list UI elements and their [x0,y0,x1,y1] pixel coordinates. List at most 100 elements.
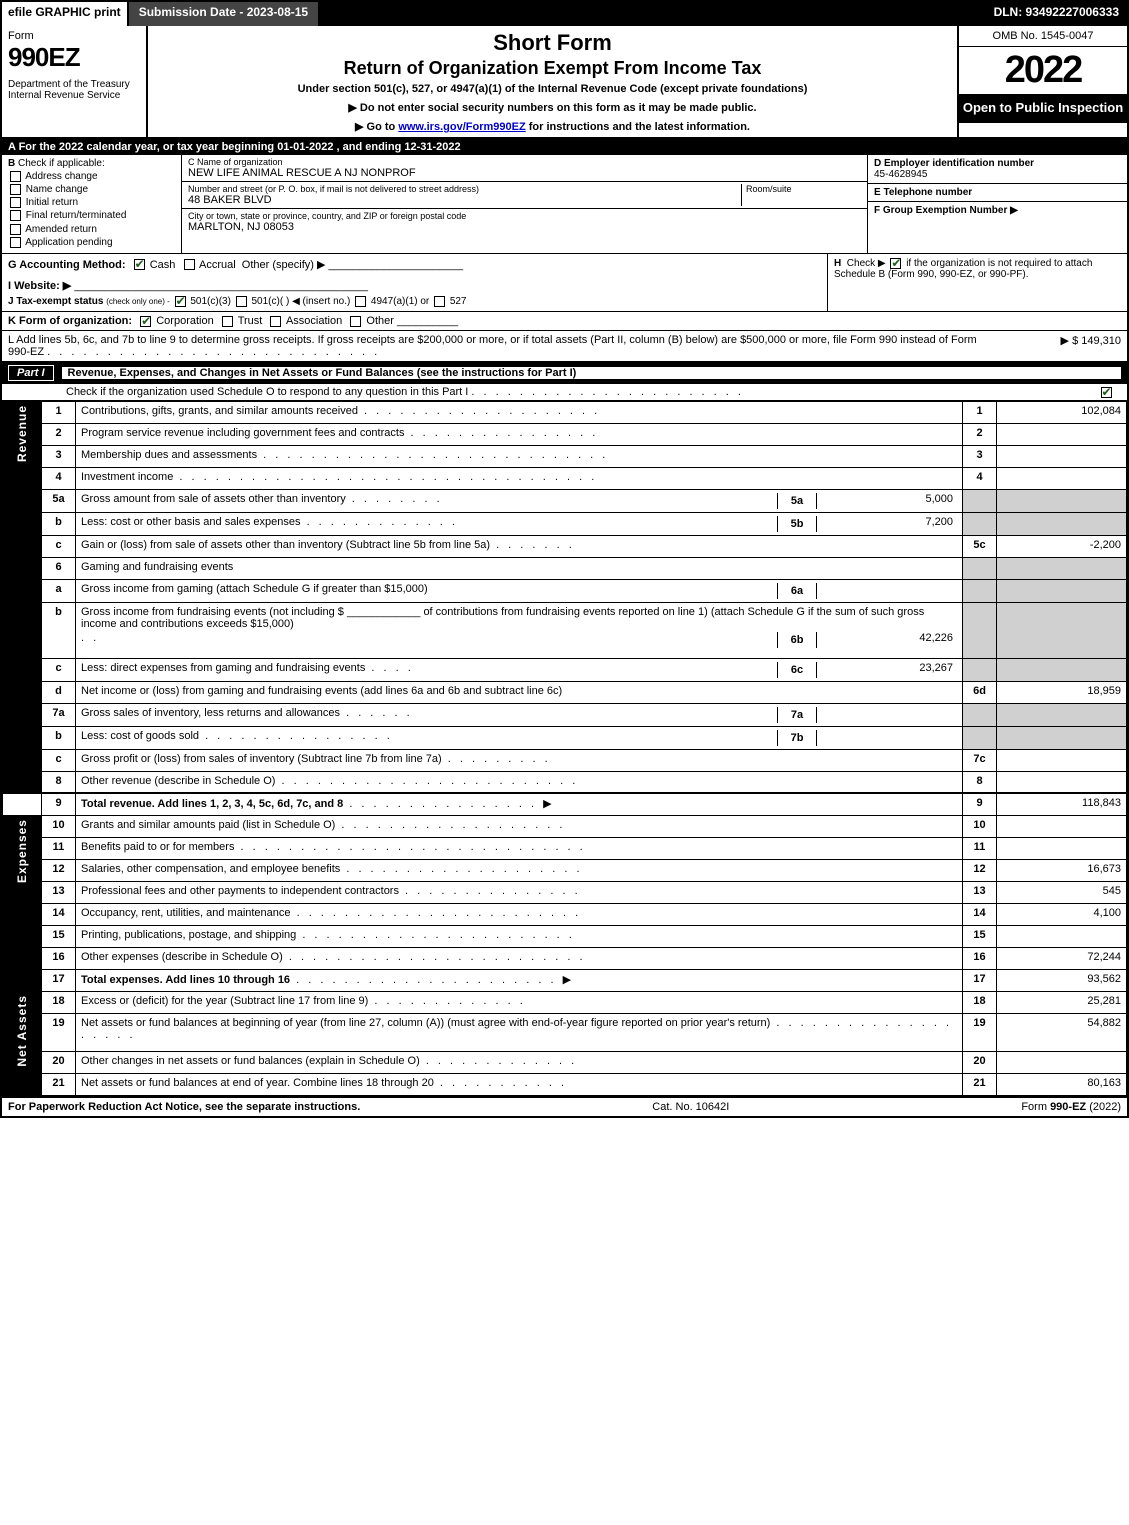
schedo-check-row: Check if the organization used Schedule … [2,384,1127,401]
ein-label: D Employer identification number [874,158,1121,169]
l-amt: ▶ $ 149,310 [991,334,1121,358]
chk-501c[interactable] [236,296,247,307]
table-row: 15 Printing, publications, postage, and … [3,925,1127,947]
ein-row: D Employer identification number 45-4628… [868,155,1127,184]
phone-label: E Telephone number [874,187,1121,198]
row-g-h: G Accounting Method: Cash Accrual Other … [2,254,1127,312]
city-val: MARLTON, NJ 08053 [188,221,466,233]
i-label: I Website: ▶ [8,280,71,292]
g-accounting: G Accounting Method: Cash Accrual Other … [2,254,827,311]
amt-16: 72,244 [997,947,1127,969]
amt-2 [997,423,1127,445]
side-netassets: Net Assets [3,991,42,1095]
amt-10 [997,815,1127,837]
row-a: A For the 2022 calendar year, or tax yea… [2,139,1127,155]
instr-2-post: for instructions and the latest informat… [526,121,750,133]
addr-val: 48 BAKER BLVD [188,194,741,206]
amt-6c: 23,267 [817,662,957,678]
col-c: C Name of organization NEW LIFE ANIMAL R… [182,155,867,253]
chk-assoc[interactable] [270,316,281,327]
g-label: G Accounting Method: [8,259,126,271]
tax-year: 2022 [959,47,1127,94]
amt-20 [997,1051,1127,1073]
chk-no-schedule-b[interactable] [890,258,901,269]
chk-trust[interactable] [222,316,233,327]
amt-19: 54,882 [997,1013,1127,1051]
header-mid: Short Form Return of Organization Exempt… [148,26,957,137]
footer-center: Cat. No. 10642I [652,1101,729,1113]
group-row: F Group Exemption Number ▶ [868,202,1127,253]
efile-print-label[interactable]: efile GRAPHIC print [2,2,127,26]
chk-schedo[interactable] [1101,387,1112,398]
irs-link[interactable]: www.irs.gov/Form990EZ [398,121,525,133]
table-row: Expenses 10 Grants and similar amounts p… [3,815,1127,837]
omb-number: OMB No. 1545-0047 [959,26,1127,47]
b-label: B [8,158,15,169]
table-row: Net Assets 18 Excess or (deficit) for th… [3,991,1127,1013]
city-row: City or town, state or province, country… [182,209,867,235]
amt-6d: 18,959 [997,681,1127,703]
org-name-label: C Name of organization [188,157,416,167]
top-bar: efile GRAPHIC print Submission Date - 20… [2,2,1127,26]
form-header: Form 990EZ Department of the Treasury In… [2,26,1127,139]
amt-4 [997,467,1127,489]
table-row: a Gross income from gaming (attach Sched… [3,579,1127,602]
ein-val: 45-4628945 [874,169,1121,180]
table-row: Revenue 1 Contributions, gifts, grants, … [3,401,1127,423]
chk-501c3[interactable] [175,296,186,307]
amt-15 [997,925,1127,947]
h-schedule-b: H Check ▶ if the organization is not req… [827,254,1127,311]
chk-4947[interactable] [355,296,366,307]
table-row: 13 Professional fees and other payments … [3,881,1127,903]
table-row: c Gross profit or (loss) from sales of i… [3,749,1127,771]
chk-527[interactable] [434,296,445,307]
table-row: c Less: direct expenses from gaming and … [3,658,1127,681]
row-k: K Form of organization: Corporation Trus… [2,312,1127,331]
dln-label: DLN: 93492227006333 [986,2,1127,26]
chk-corp[interactable] [140,316,151,327]
chk-initial-return[interactable]: Initial return [8,197,175,208]
amt-5a: 5,000 [817,493,957,509]
amt-7a [817,707,957,723]
addr-row: Number and street (or P. O. box, if mail… [182,182,867,209]
table-row: 12 Salaries, other compensation, and emp… [3,859,1127,881]
header-left: Form 990EZ Department of the Treasury In… [2,26,148,137]
table-row: 21 Net assets or fund balances at end of… [3,1073,1127,1095]
footer-left: For Paperwork Reduction Act Notice, see … [8,1101,360,1113]
chk-other-org[interactable] [350,316,361,327]
j-label: J Tax-exempt status [8,296,103,307]
part-i-header: Part I Revenue, Expenses, and Changes in… [2,362,1127,384]
side-expenses: Expenses [3,815,42,991]
chk-address-change[interactable]: Address change [8,171,175,182]
amt-9: 118,843 [997,793,1127,815]
amt-6b: 42,226 [817,632,957,648]
page-footer: For Paperwork Reduction Act Notice, see … [2,1096,1127,1116]
table-row: c Gain or (loss) from sale of assets oth… [3,535,1127,557]
table-row: 4 Investment income . . . . . . . . . . … [3,467,1127,489]
table-row: d Net income or (loss) from gaming and f… [3,681,1127,703]
col-d-e-f: D Employer identification number 45-4628… [867,155,1127,253]
table-row: 11 Benefits paid to or for members . . .… [3,837,1127,859]
table-row: 5a Gross amount from sale of assets othe… [3,489,1127,512]
chk-cash[interactable] [134,259,145,270]
schedo-text: Check if the organization used Schedule … [66,386,1091,398]
chk-name-change[interactable]: Name change [8,184,175,195]
table-row: 19 Net assets or fund balances at beginn… [3,1013,1127,1051]
amt-7b [817,730,957,746]
amt-14: 4,100 [997,903,1127,925]
chk-accrual[interactable] [184,259,195,270]
section-b-thru-f: B Check if applicable: Address change Na… [2,155,1127,254]
b-desc: Check if applicable: [18,158,105,169]
chk-pending[interactable]: Application pending [8,237,175,248]
instr-2-pre: ▶ Go to [355,121,398,133]
phone-row: E Telephone number [868,184,1127,202]
room-label: Room/suite [746,184,861,194]
amt-17: 93,562 [997,969,1127,991]
instr-1: ▶ Do not enter social security numbers o… [154,101,951,114]
table-row: 6 Gaming and fundraising events [3,557,1127,579]
amt-13: 545 [997,881,1127,903]
amt-5b: 7,200 [817,516,957,532]
chk-final-return[interactable]: Final return/terminated [8,210,175,221]
table-row: 9 Total revenue. Add lines 1, 2, 3, 4, 5… [3,793,1127,815]
chk-amended[interactable]: Amended return [8,224,175,235]
